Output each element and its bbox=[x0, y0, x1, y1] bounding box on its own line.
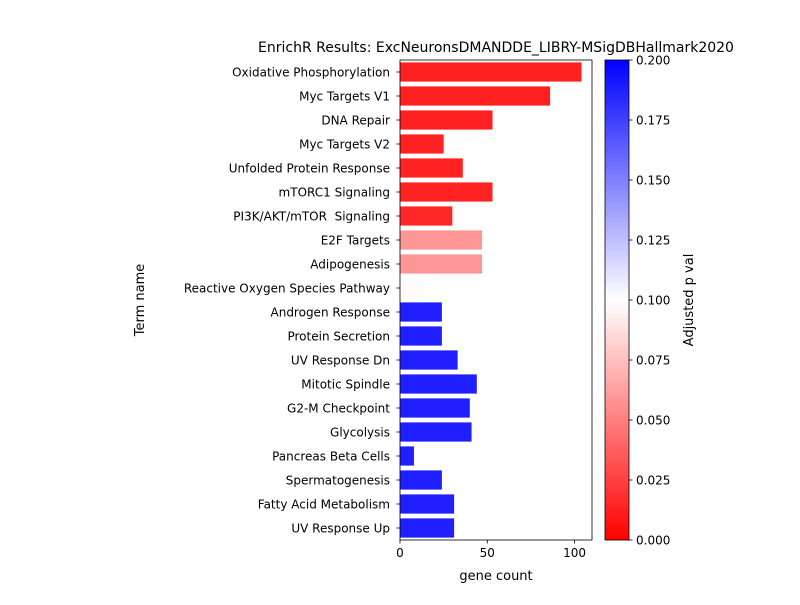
y-tick-label: Fatty Acid Metabolism bbox=[258, 498, 390, 512]
bar-3 bbox=[400, 110, 493, 130]
bar-15 bbox=[400, 398, 470, 418]
colorbar: 0.000 0.025 0.050 0.075 0.100 0.125 0.150 0.175… bbox=[604, 54, 670, 548]
plot-frame bbox=[399, 59, 593, 541]
bar-5 bbox=[400, 158, 463, 178]
y-tick-label: Androgen Response bbox=[271, 306, 391, 320]
colorbar-label: Adjusted p val bbox=[682, 254, 697, 347]
colorbar-tick-label: 0.175 bbox=[636, 114, 670, 128]
colorbar-tick-label: 0.150 bbox=[636, 174, 670, 188]
bar-18 bbox=[400, 470, 442, 490]
y-tick-label: mTORC1 Signaling bbox=[279, 186, 390, 200]
bar-17 bbox=[400, 446, 414, 466]
bar-20 bbox=[400, 518, 455, 538]
bar-12 bbox=[400, 326, 442, 346]
y-tick-label: Adipogenesis bbox=[310, 258, 390, 272]
y-tick-label: E2F Targets bbox=[321, 234, 390, 248]
bar-11 bbox=[400, 302, 442, 322]
y-tick-label: Myc Targets V2 bbox=[299, 138, 390, 152]
y-tick-label: Oxidative Phosphorylation bbox=[232, 66, 390, 80]
bar-19 bbox=[400, 494, 455, 514]
plot-area: Oxidative Phosphorylation Myc Targets V1 D… bbox=[184, 59, 593, 560]
y-axis-label: Term name bbox=[133, 264, 148, 338]
y-tick-label: Spermatogenesis bbox=[286, 474, 390, 488]
colorbar-tick-label: 0.050 bbox=[636, 414, 670, 428]
y-tick-label: Myc Targets V1 bbox=[299, 90, 390, 104]
colorbar-tick-label: 0.025 bbox=[636, 474, 670, 488]
y-tick-label: PI3K/AKT/mTOR Signaling bbox=[233, 210, 390, 224]
bar-14 bbox=[400, 374, 477, 394]
colorbar-tick-label: 0.100 bbox=[636, 294, 670, 308]
y-tick-label: UV Response Up bbox=[291, 522, 390, 536]
chart-title: EnrichR Results: ExcNeuronsDMANDDE_LIBRY… bbox=[258, 40, 734, 56]
bar-9 bbox=[400, 254, 483, 274]
colorbar-tick-label: 0.200 bbox=[636, 54, 670, 68]
y-tick-label: Reactive Oxygen Species Pathway bbox=[184, 282, 390, 296]
bar-13 bbox=[400, 350, 458, 370]
bar-7 bbox=[400, 206, 453, 226]
bar-16 bbox=[400, 422, 472, 442]
y-tick-label: DNA Repair bbox=[321, 114, 390, 128]
x-tick-label: 100 bbox=[563, 546, 586, 560]
colorbar-gradient bbox=[604, 59, 630, 541]
y-tick-label: UV Response Dn bbox=[291, 354, 390, 368]
bar-2 bbox=[400, 86, 551, 106]
y-tick-label: Pancreas Beta Cells bbox=[272, 450, 390, 464]
bar-10 bbox=[400, 278, 425, 298]
bar-6 bbox=[400, 182, 493, 202]
colorbar-tick-label: 0.075 bbox=[636, 354, 670, 368]
y-tick-label: Protein Secretion bbox=[287, 330, 390, 344]
bar-4 bbox=[400, 134, 444, 154]
colorbar-tick-label: 0.125 bbox=[636, 234, 670, 248]
y-tick-label: Glycolysis bbox=[330, 426, 390, 440]
bar-1 bbox=[400, 62, 582, 82]
y-tick-label: Unfolded Protein Response bbox=[229, 162, 390, 176]
x-tick-label: 50 bbox=[480, 546, 495, 560]
colorbar-tick-label: 0.000 bbox=[636, 534, 670, 548]
y-tick-label: Mitotic Spindle bbox=[301, 378, 390, 392]
x-axis-label: gene count bbox=[459, 569, 532, 584]
x-tick-label: 0 bbox=[396, 546, 404, 560]
bar-8 bbox=[400, 230, 483, 250]
y-tick-label: G2-M Checkpoint bbox=[287, 402, 390, 416]
